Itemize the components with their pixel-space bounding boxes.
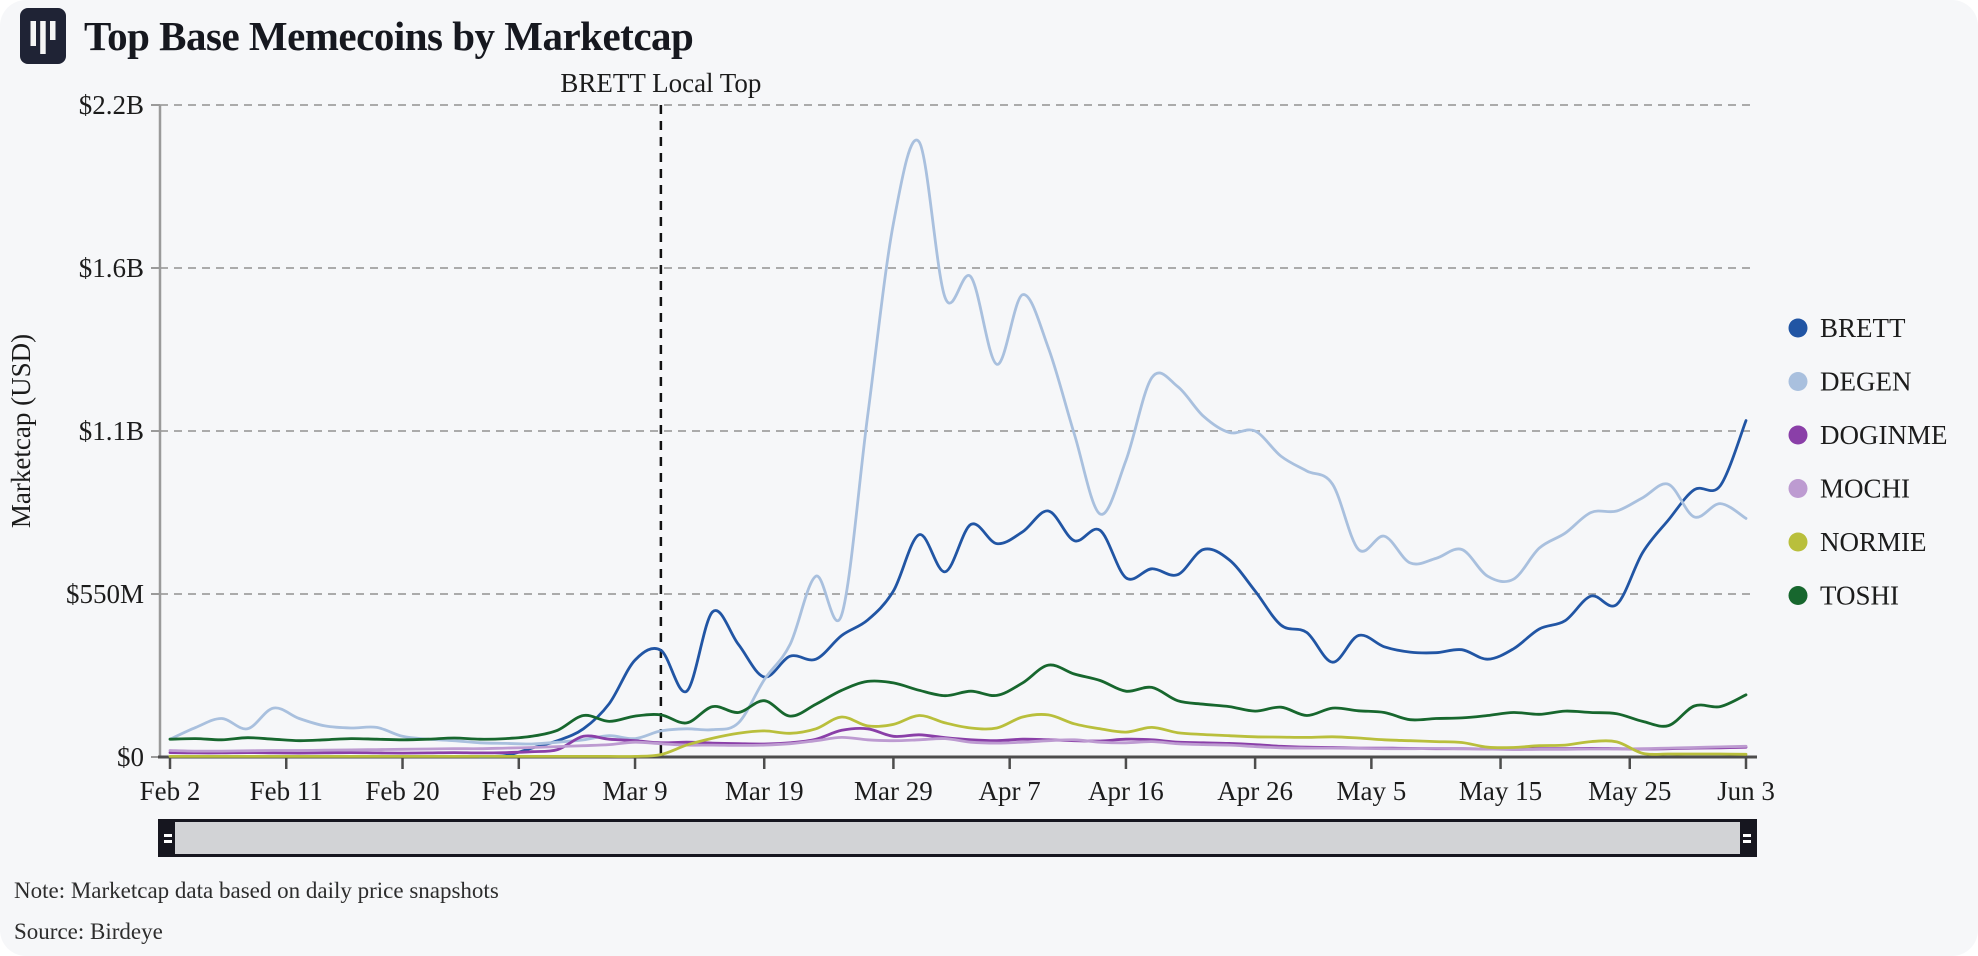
- legend-label-mochi: MOCHI: [1820, 474, 1910, 504]
- x-tick-label: Jun 3: [1717, 776, 1775, 806]
- x-tick-label: Feb 20: [365, 776, 439, 806]
- series-line-normie: [168, 713, 1748, 758]
- range-slider-right-handle[interactable]: [1740, 822, 1754, 854]
- legend-item-toshi[interactable]: TOSHI: [1788, 581, 1900, 611]
- source-note: Source: Birdeye: [14, 919, 163, 944]
- y-tick-label: $1.1B: [79, 416, 144, 446]
- x-tick-label: May 15: [1459, 776, 1542, 806]
- y-tick-label: $2.2B: [79, 90, 144, 120]
- legend-swatch-brett: [1788, 318, 1808, 338]
- bar-chart-logo-icon: [20, 8, 66, 64]
- x-tick-label: Feb 11: [250, 776, 323, 806]
- legend-item-degen[interactable]: DEGEN: [1788, 367, 1912, 397]
- legend-label-normie: NORMIE: [1820, 527, 1927, 557]
- x-tick-label: Apr 16: [1088, 776, 1164, 806]
- slider-grip-icon: [1743, 833, 1751, 837]
- series-line-mochi: [168, 735, 1748, 753]
- legend-item-brett[interactable]: BRETT: [1788, 313, 1907, 343]
- page-title: Top Base Memecoins by Marketcap: [84, 13, 694, 59]
- y-tick-label: $550M: [66, 579, 144, 609]
- x-tick-label: May 5: [1337, 776, 1407, 806]
- x-tick-label: Mar 29: [854, 776, 933, 806]
- legend-label-toshi: TOSHI: [1820, 581, 1899, 611]
- x-tick-label: Apr 26: [1217, 776, 1293, 806]
- series-line-degen: [168, 138, 1748, 746]
- slider-grip-icon: [164, 833, 172, 837]
- x-tick-label: May 25: [1588, 776, 1671, 806]
- y-tick-label: $0: [117, 742, 144, 772]
- annotation-label: BRETT Local Top: [560, 68, 761, 98]
- series-line-brett: [478, 419, 1748, 759]
- header: Top Base Memecoins by Marketcap: [20, 8, 694, 64]
- legend-item-mochi[interactable]: MOCHI: [1788, 474, 1911, 504]
- legend-swatch-mochi: [1788, 479, 1808, 498]
- x-tick-label: Feb 29: [482, 776, 556, 806]
- series-line-toshi: [168, 663, 1748, 743]
- x-tick-label: Mar 19: [725, 776, 804, 806]
- legend-label-brett: BRETT: [1820, 313, 1906, 343]
- x-tick-label: Feb 2: [140, 776, 201, 806]
- slider-grip-icon: [1743, 839, 1751, 843]
- legend-swatch-toshi: [1788, 586, 1808, 605]
- range-slider-left-handle[interactable]: [161, 822, 175, 854]
- legend-swatch-normie: [1788, 532, 1808, 552]
- date-range-scrollbar[interactable]: [158, 819, 1757, 857]
- legend-item-normie[interactable]: NORMIE: [1788, 527, 1927, 557]
- footnote: Note: Marketcap data based on daily pric…: [14, 878, 499, 903]
- legend-label-degen: DEGEN: [1820, 367, 1911, 397]
- legend-label-doginme: DOGINME: [1820, 420, 1948, 450]
- legend-swatch-doginme: [1788, 425, 1808, 445]
- y-axis-title: Marketcap (USD): [6, 334, 36, 528]
- legend-item-doginme[interactable]: DOGINME: [1788, 420, 1948, 450]
- x-tick-label: Mar 9: [602, 776, 667, 806]
- x-tick-label: Apr 7: [979, 776, 1041, 806]
- legend-swatch-degen: [1788, 372, 1808, 391]
- slider-grip-icon: [164, 839, 172, 843]
- y-tick-label: $1.6B: [79, 253, 144, 283]
